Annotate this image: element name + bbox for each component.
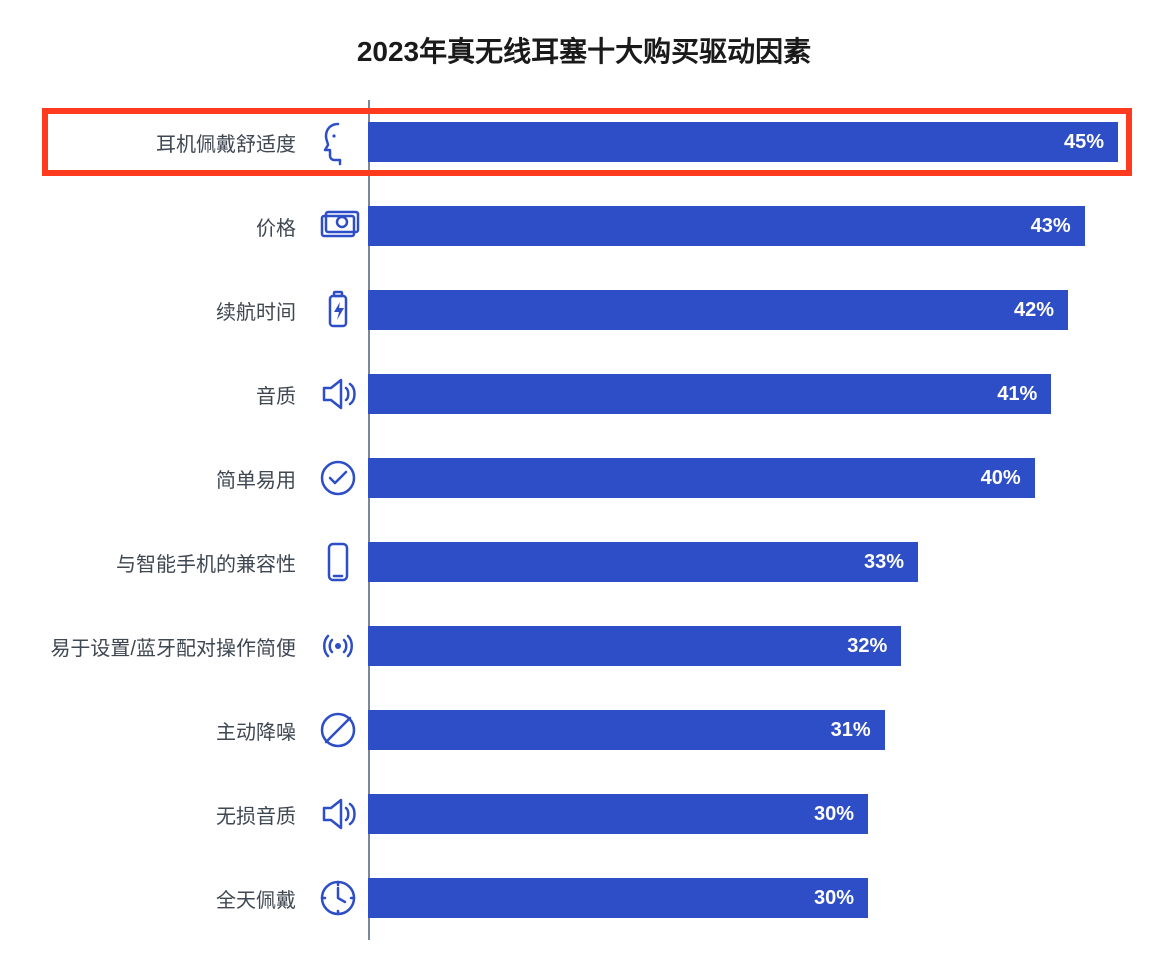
chart-row: 与智能手机的兼容性 33% — [48, 520, 1120, 604]
chart-row: 主动降噪 31% — [48, 688, 1120, 772]
bar: 30% — [368, 878, 868, 918]
chart-row: 无损音质 30% — [48, 772, 1120, 856]
bar: 32% — [368, 626, 901, 666]
row-label: 易于设置/蓝牙配对操作简便 — [48, 632, 308, 661]
row-label: 简单易用 — [48, 464, 308, 493]
row-label: 主动降噪 — [48, 716, 308, 745]
bar-value: 30% — [814, 887, 854, 910]
battery-icon — [308, 286, 368, 334]
row-label: 无损音质 — [48, 800, 308, 829]
speaker-icon — [308, 790, 368, 838]
money-icon — [308, 202, 368, 250]
bar: 42% — [368, 290, 1068, 330]
bar-value: 40% — [981, 467, 1021, 490]
bar-value: 41% — [997, 383, 1037, 406]
head-icon — [308, 118, 368, 166]
row-label: 耳机佩戴舒适度 — [48, 128, 308, 157]
chart-row: 易于设置/蓝牙配对操作简便 32% — [48, 604, 1120, 688]
bar-track: 30% — [368, 772, 1120, 856]
chart-container: 2023年真无线耳塞十大购买驱动因素 耳机佩戴舒适度 45% 价格 43% 续航时间 42… — [0, 0, 1168, 977]
bar: 33% — [368, 542, 918, 582]
bar: 41% — [368, 374, 1051, 414]
plot-area: 耳机佩戴舒适度 45% 价格 43% 续航时间 42% 音质 41% 简单易用 40% 与智能手机的… — [48, 100, 1120, 940]
bar: 31% — [368, 710, 885, 750]
bar-track: 33% — [368, 520, 1120, 604]
bar-value: 45% — [1064, 131, 1104, 154]
chart-row: 价格 43% — [48, 184, 1120, 268]
chart-row: 耳机佩戴舒适度 45% — [48, 100, 1120, 184]
check-circle-icon — [308, 454, 368, 502]
chart-row: 全天佩戴 30% — [48, 856, 1120, 940]
speaker-icon — [308, 370, 368, 418]
bar-track: 30% — [368, 856, 1120, 940]
clock-icon — [308, 874, 368, 922]
row-label: 与智能手机的兼容性 — [48, 548, 308, 577]
bar-track: 32% — [368, 604, 1120, 688]
bar: 43% — [368, 206, 1085, 246]
bar-track: 41% — [368, 352, 1120, 436]
chart-row: 续航时间 42% — [48, 268, 1120, 352]
chart-row: 简单易用 40% — [48, 436, 1120, 520]
row-label: 价格 — [48, 212, 308, 241]
bar-value: 42% — [1014, 299, 1054, 322]
bar-track: 31% — [368, 688, 1120, 772]
signal-icon — [308, 622, 368, 670]
bar-value: 32% — [847, 635, 887, 658]
bar: 30% — [368, 794, 868, 834]
bar-track: 43% — [368, 184, 1120, 268]
row-label: 续航时间 — [48, 296, 308, 325]
row-label: 音质 — [48, 380, 308, 409]
bar-track: 42% — [368, 268, 1120, 352]
phone-icon — [308, 538, 368, 586]
chart-title: 2023年真无线耳塞十大购买驱动因素 — [0, 30, 1168, 70]
chart-row: 音质 41% — [48, 352, 1120, 436]
bar-track: 40% — [368, 436, 1120, 520]
bar: 40% — [368, 458, 1035, 498]
bar-track: 45% — [368, 100, 1120, 184]
bar: 45% — [368, 122, 1118, 162]
no-circle-icon — [308, 706, 368, 754]
bar-value: 33% — [864, 551, 904, 574]
bar-value: 43% — [1031, 215, 1071, 238]
bar-value: 30% — [814, 803, 854, 826]
row-label: 全天佩戴 — [48, 884, 308, 913]
bar-value: 31% — [831, 719, 871, 742]
